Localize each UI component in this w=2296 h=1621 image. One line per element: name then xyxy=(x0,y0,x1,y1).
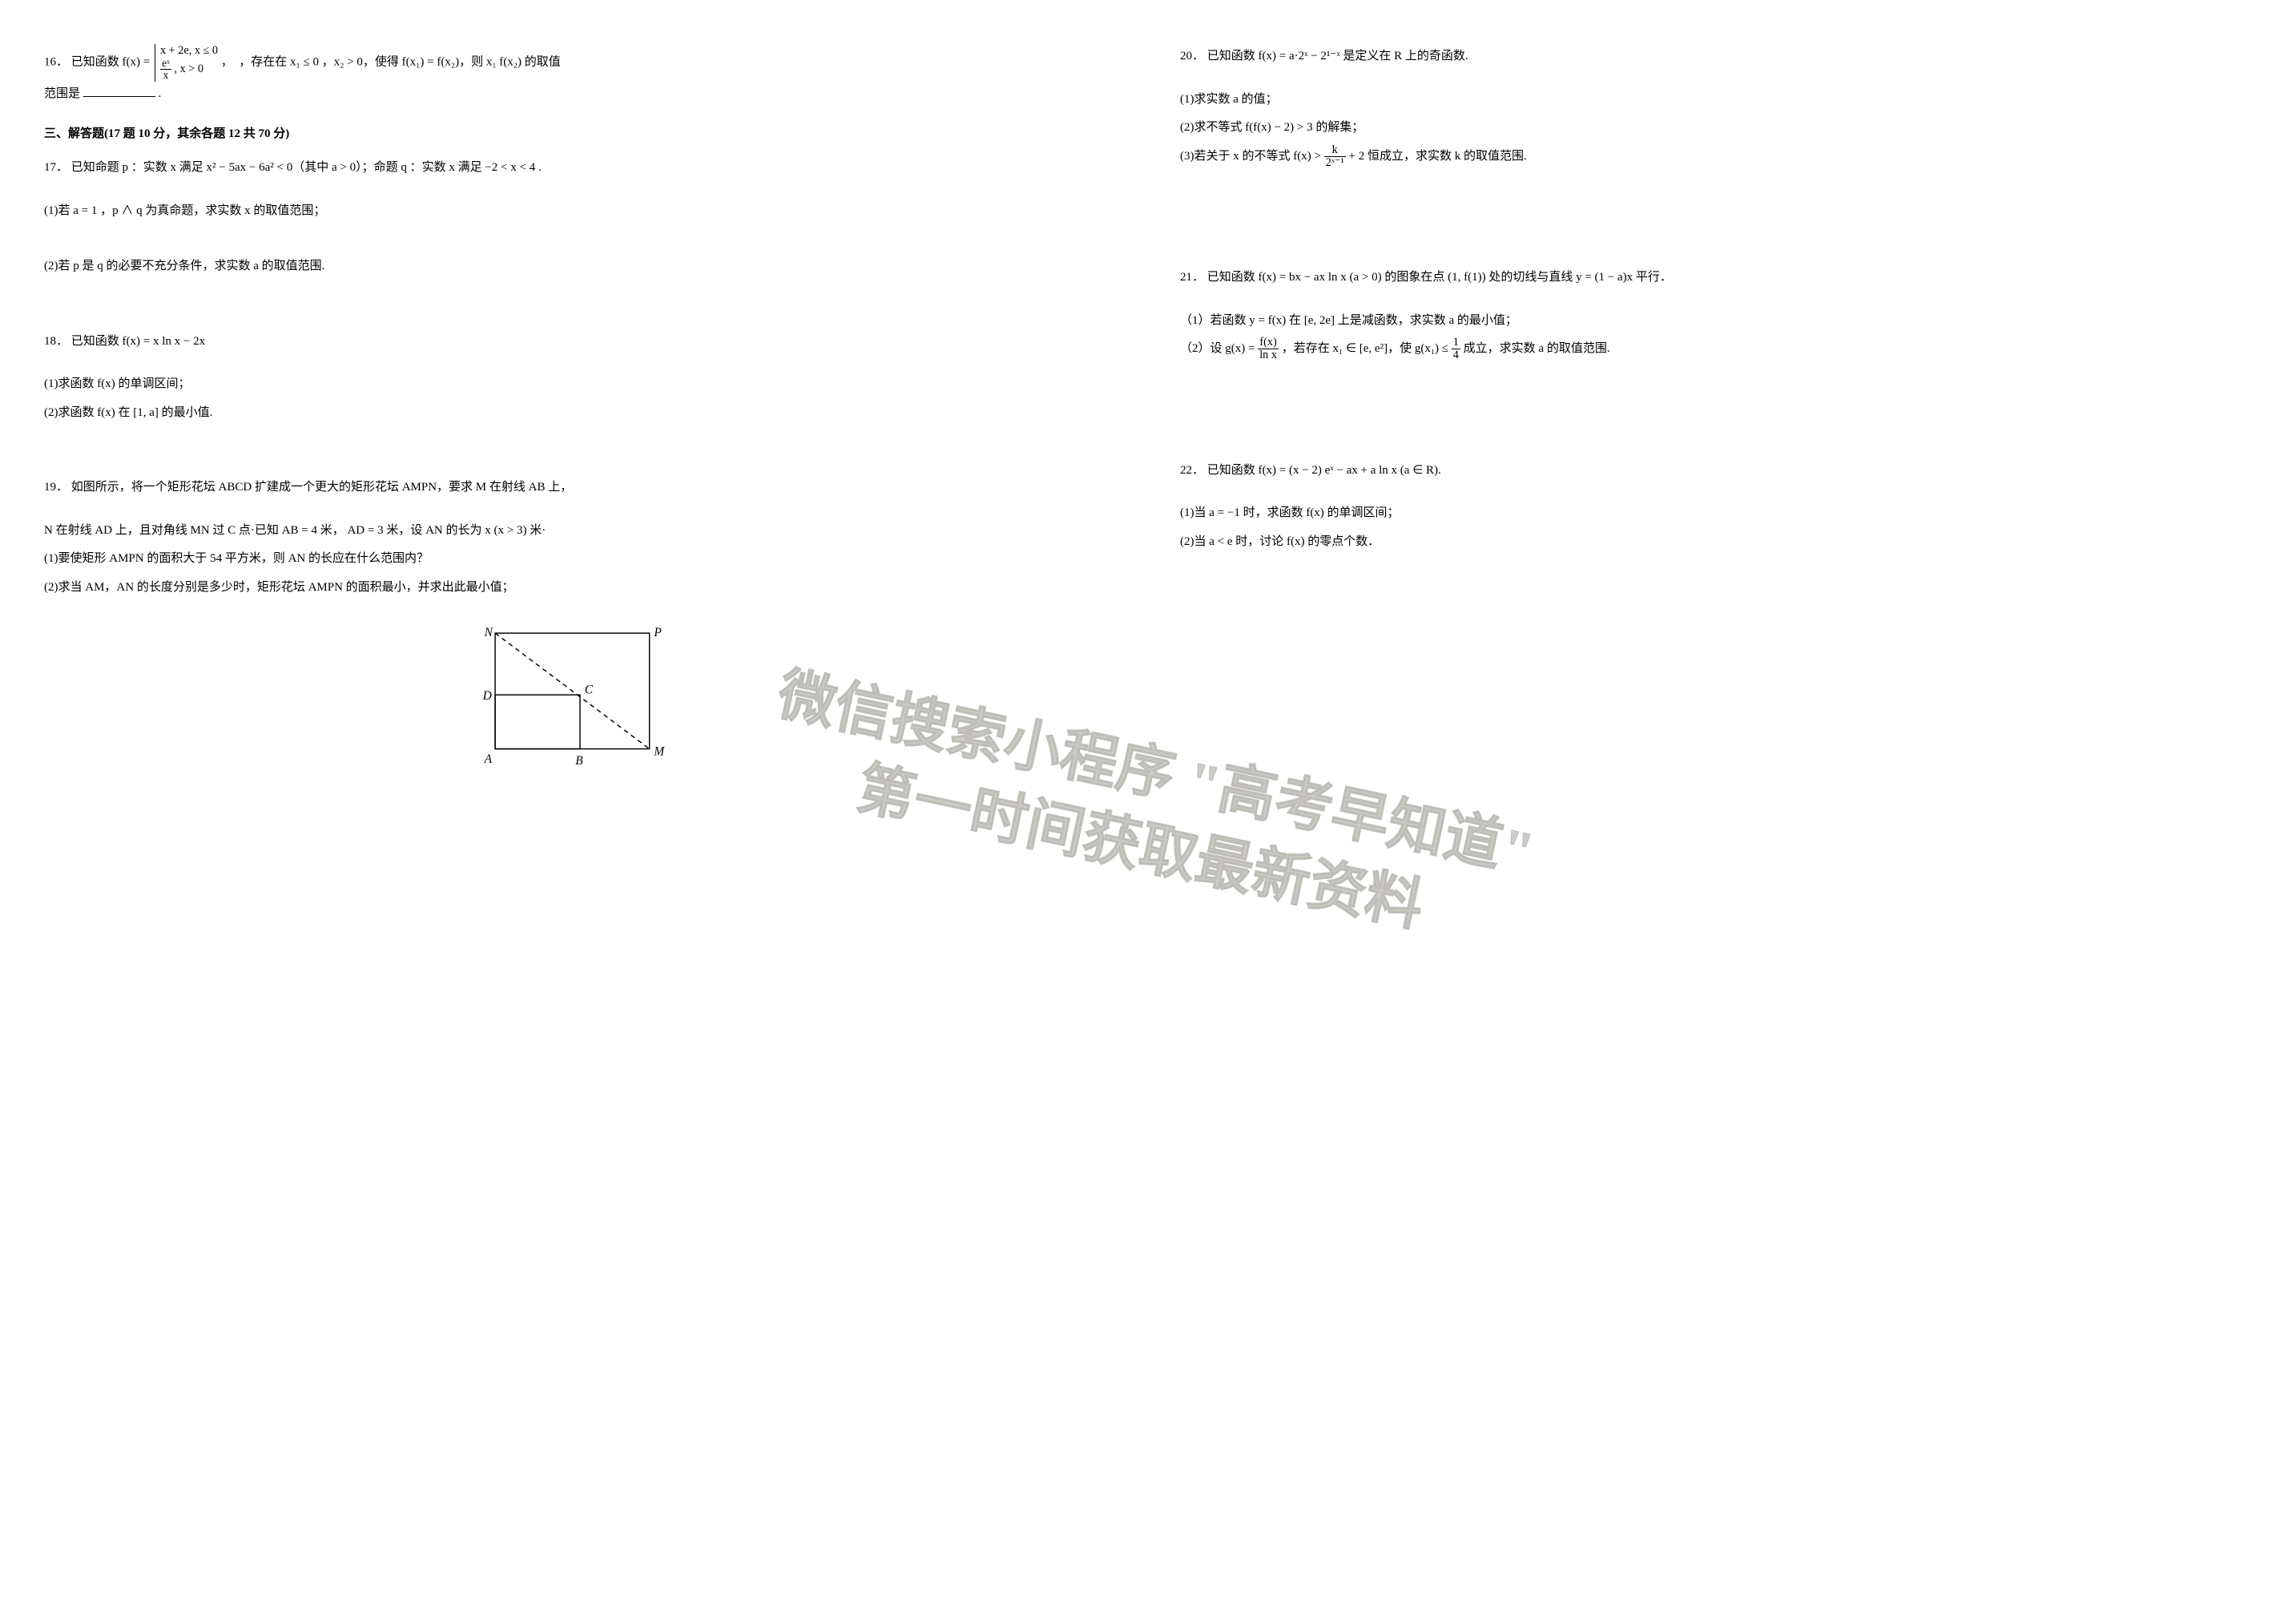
q18-sub1: (1)求函数 f(x) 的单调区间； xyxy=(44,372,1116,397)
q20-sub3: (3)若关于 x 的不等式 f(x) > k 2ˣ⁻¹ + 2 恒成立，求实数 … xyxy=(1180,144,2252,170)
question-22: 22． 已知函数 f(x) = (x − 2) eˣ − ax + a ln x… xyxy=(1180,458,2252,484)
q16-case1: x + 2e, x ≤ 0 xyxy=(160,44,218,58)
question-16: 16． 已知函数 f(x) = x + 2e, x ≤ 0 eˣ x , x >… xyxy=(44,44,1116,107)
q17-line1: 已知命题 p ：实数 x 满足 x² − 5ax − 6a² < 0（其中 a … xyxy=(71,161,542,174)
q16-piecewise: x + 2e, x ≤ 0 eˣ x , x > 0 xyxy=(155,44,218,82)
q21-sub2-frac1-den: ln x xyxy=(1258,349,1279,361)
q18-line1: 已知函数 f(x) = x ln x − 2x xyxy=(71,335,205,348)
q16-lead: 已知函数 f(x) = xyxy=(71,56,153,69)
q19-sub1: (1)要使矩形 AMPN 的面积大于 54 平方米，则 AN 的长应在什么范围内… xyxy=(44,546,1116,572)
q20-number: 20． xyxy=(1180,50,1204,63)
q20-sub3-frac: k 2ˣ⁻¹ xyxy=(1324,144,1346,169)
q21-sub2-mid: ，若存在 x₁ ∈ [e, e²]，使 g(x₁) ≤ xyxy=(1282,342,1452,355)
q18-number: 18． xyxy=(44,335,68,348)
label-D: D xyxy=(482,689,492,703)
question-19: 19． 如图所示，将一个矩形花坛 ABCD 扩建成一个更大的矩形花坛 AMPN，… xyxy=(44,475,1116,501)
q19-line1: 如图所示，将一个矩形花坛 ABCD 扩建成一个更大的矩形花坛 AMPN，要求 M… xyxy=(71,481,572,494)
label-A: A xyxy=(484,752,493,766)
q19-sub2: (2)求当 AM，AN 的长度分别是多少时，矩形花坛 AMPN 的面积最小，并求… xyxy=(44,575,1116,601)
q18-sub2: (2)求函数 f(x) 在 [1, a] 的最小值. xyxy=(44,401,1116,426)
q17-sub2: (2)若 p 是 q 的必要不充分条件，求实数 a 的取值范围. xyxy=(44,254,1116,280)
q16-case2: eˣ x , x > 0 xyxy=(160,58,218,81)
q16-case2-cond: , x > 0 xyxy=(174,63,203,75)
page-columns: 16． 已知函数 f(x) = x + 2e, x ≤ 0 eˣ x , x >… xyxy=(44,44,2252,787)
question-21: 21． 已知函数 f(x) = bx − ax ln x (a > 0) 的图象… xyxy=(1180,265,2252,291)
q20-sub3-lead: (3)若关于 x 的不等式 f(x) > xyxy=(1180,150,1324,163)
q21-sub2: （2）设 g(x) = f(x) ln x ，若存在 x₁ ∈ [e, e²]，… xyxy=(1180,337,2252,362)
q22-number: 22． xyxy=(1180,464,1204,477)
q19-diagram: N P D C A B M xyxy=(476,615,684,783)
left-column: 16． 已知函数 f(x) = x + 2e, x ≤ 0 eˣ x , x >… xyxy=(44,44,1116,787)
q16-case2-den: x xyxy=(160,69,171,81)
q19-line2: N 在射线 AD 上，且对角线 MN 过 C 点·已知 AB = 4 米， AD… xyxy=(44,518,1116,544)
q20-sub2: (2)求不等式 f(f(x) − 2) > 3 的解集； xyxy=(1180,115,2252,141)
q21-sub2-lead: （2）设 g(x) = xyxy=(1180,342,1258,355)
q21-sub2-frac2-den: 4 xyxy=(1452,349,1460,361)
label-C: C xyxy=(585,683,594,696)
q20-line1: 已知函数 f(x) = a·2ˣ − 2¹⁻ˣ 是定义在 R 上的奇函数. xyxy=(1207,50,1468,63)
q21-sub1: （1）若函数 y = f(x) 在 [e, 2e] 上是减函数，求实数 a 的最… xyxy=(1180,308,2252,334)
q19-number: 19． xyxy=(44,481,68,494)
q17-sub1: (1)若 a = 1 ，p ∧ q 为真命题，求实数 x 的取值范围； xyxy=(44,199,1116,224)
q16-case2-frac: eˣ x xyxy=(160,58,171,81)
question-17: 17． 已知命题 p ：实数 x 满足 x² − 5ax − 6a² < 0（其… xyxy=(44,155,1116,181)
label-B: B xyxy=(575,754,583,768)
q21-line1: 已知函数 f(x) = bx − ax ln x (a > 0) 的图象在点 (… xyxy=(1207,271,1672,284)
section-3-heading: 三、解答题(17 题 10 分，其余各题 12 共 70 分) xyxy=(44,124,1116,141)
q17-number: 17． xyxy=(44,161,68,174)
q21-sub2-tail: 成立，求实数 a 的取值范围. xyxy=(1464,342,1610,355)
right-column: 20． 已知函数 f(x) = a·2ˣ − 2¹⁻ˣ 是定义在 R 上的奇函数… xyxy=(1180,44,2252,787)
q16-number: 16． xyxy=(44,56,68,69)
q20-sub1: (1)求实数 a 的值； xyxy=(1180,87,2252,113)
q21-number: 21． xyxy=(1180,271,1204,284)
q22-sub2: (2)当 a < e 时，讨论 f(x) 的零点个数． xyxy=(1180,530,2252,555)
q16-blank xyxy=(83,85,155,97)
q21-sub2-frac1: f(x) ln x xyxy=(1258,337,1279,361)
q19-diagram-holder: N P D C A B M xyxy=(44,615,1116,787)
q20-sub3-num: k xyxy=(1324,144,1346,156)
q16-period: . xyxy=(159,87,162,100)
label-M: M xyxy=(653,744,665,758)
q21-sub2-frac1-num: f(x) xyxy=(1258,337,1279,349)
question-18: 18． 已知函数 f(x) = x ln x − 2x xyxy=(44,329,1116,355)
q20-sub3-tail: + 2 恒成立，求实数 k 的取值范围. xyxy=(1348,150,1526,163)
q16-case2-num: eˣ xyxy=(160,58,171,69)
question-20: 20． 已知函数 f(x) = a·2ˣ − 2¹⁻ˣ 是定义在 R 上的奇函数… xyxy=(1180,44,2252,70)
q22-sub1: (1)当 a = −1 时，求函数 f(x) 的单调区间； xyxy=(1180,501,2252,526)
label-P: P xyxy=(653,626,662,639)
q21-sub2-frac2: 1 4 xyxy=(1452,337,1460,361)
q21-sub2-frac2-num: 1 xyxy=(1452,337,1460,349)
q16-tail1: ， ，存在在 x₁ ≤ 0 ，x₂ > 0，使得 f(x₁) = f(x₂)，则… xyxy=(221,56,561,69)
q20-sub3-den: 2ˣ⁻¹ xyxy=(1324,156,1346,169)
label-N: N xyxy=(484,626,493,639)
q16-tail2: 范围是 xyxy=(44,87,80,100)
q22-line1: 已知函数 f(x) = (x − 2) eˣ − ax + a ln x (a … xyxy=(1207,464,1441,477)
